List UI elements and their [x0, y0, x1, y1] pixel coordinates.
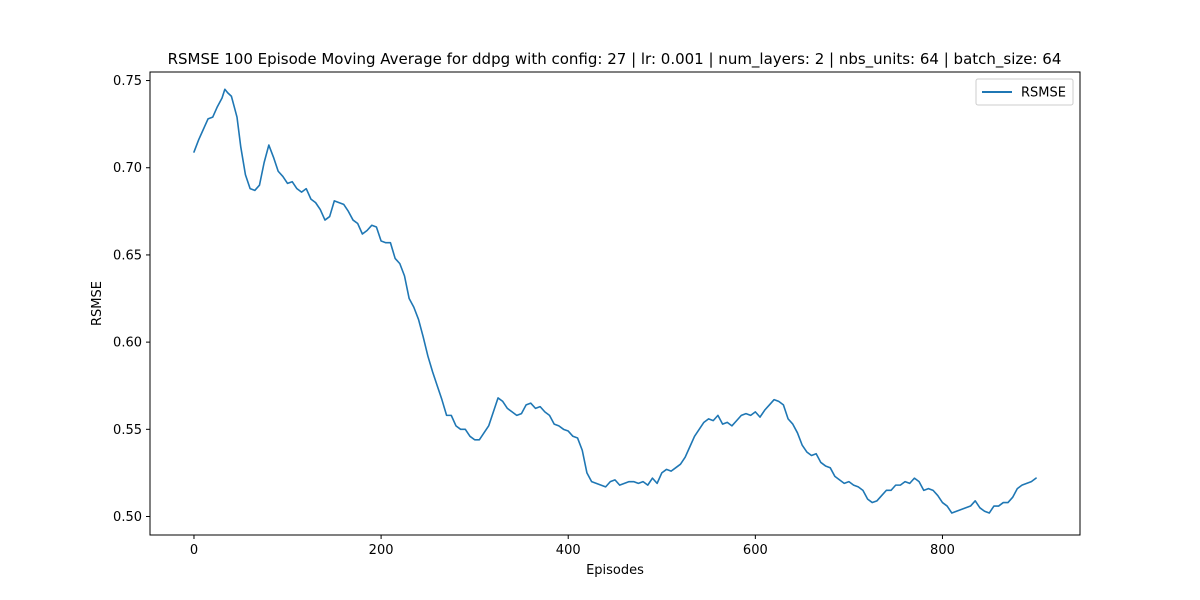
x-tick-label: 600 — [743, 543, 768, 558]
legend-box — [975, 78, 1074, 106]
axes-frame — [149, 71, 1081, 536]
chart-title: RSMSE 100 Episode Moving Average for ddp… — [168, 50, 1062, 69]
legend-entry-rsmse: RSMSE — [1021, 86, 1066, 101]
y-tick-label: 0.60 — [113, 336, 142, 351]
y-axis: 0.50 0.55 0.60 0.65 0.70 0.75 — [113, 74, 150, 525]
y-tick-label: 0.55 — [113, 423, 142, 438]
x-tick-label: 400 — [556, 543, 581, 558]
legend: RSMSE — [975, 78, 1074, 106]
x-tick-label: 800 — [930, 543, 955, 558]
series-line-rsmse — [193, 88, 1037, 514]
x-axis-label: Episodes — [586, 563, 644, 578]
x-tick-label: 0 — [190, 543, 198, 558]
plot-area — [193, 88, 1037, 514]
y-tick-label: 0.75 — [113, 74, 142, 89]
x-axis: 0 200 400 600 800 — [190, 535, 955, 558]
y-axis-label: RSMSE — [90, 281, 105, 326]
y-tick-label: 0.70 — [113, 161, 142, 176]
y-tick-label: 0.50 — [113, 510, 142, 525]
y-tick-label: 0.65 — [113, 248, 142, 263]
x-tick-label: 200 — [369, 543, 394, 558]
